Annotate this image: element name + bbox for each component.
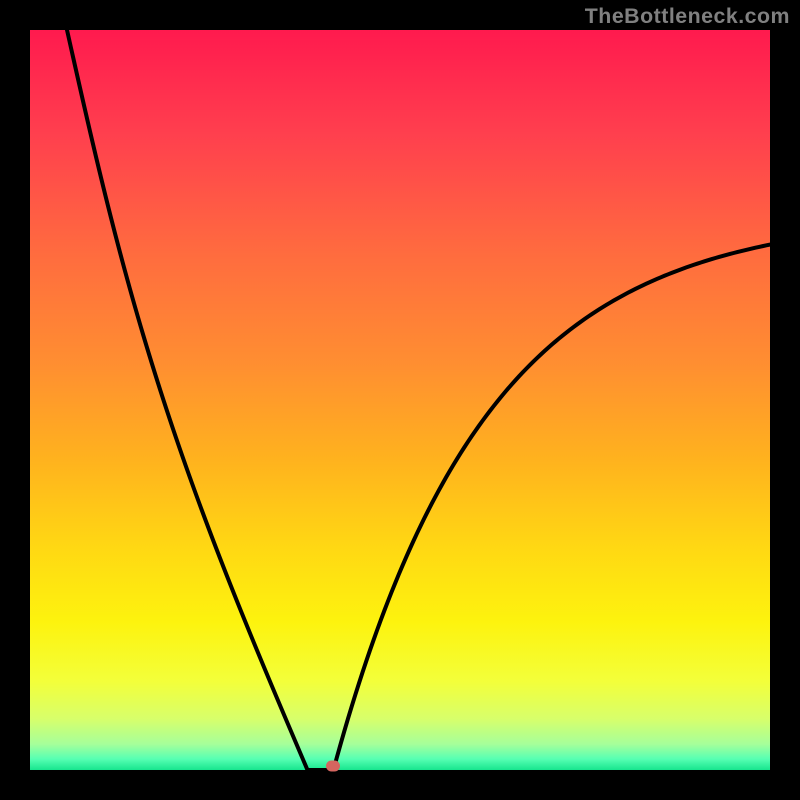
plot-area xyxy=(30,30,770,770)
chart-frame: TheBottleneck.com xyxy=(0,0,800,800)
optimal-point-marker xyxy=(326,761,340,772)
bottleneck-curve xyxy=(30,30,770,770)
watermark-text: TheBottleneck.com xyxy=(585,4,790,29)
